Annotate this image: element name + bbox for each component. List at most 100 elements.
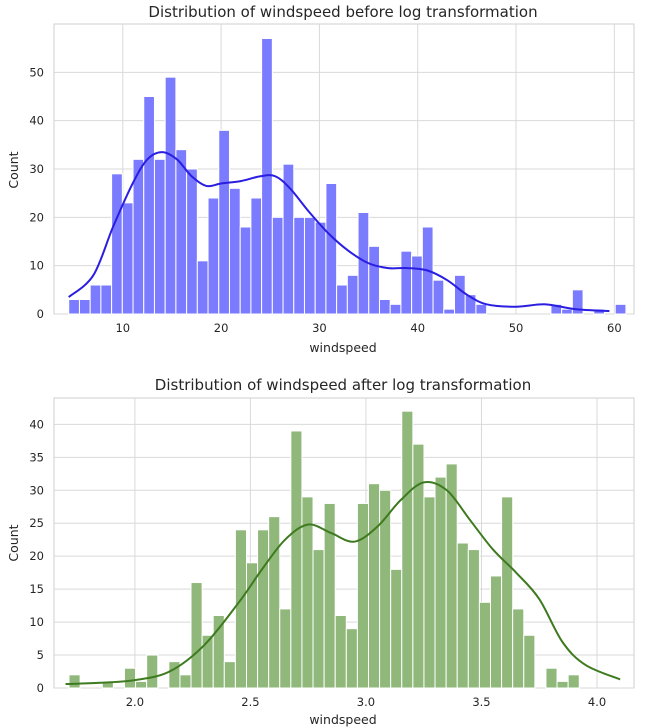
x-axis-label: windspeed <box>309 340 376 355</box>
histogram-bar <box>290 430 303 689</box>
histogram-bar <box>490 575 503 689</box>
x-tick-label: 60 <box>607 321 622 335</box>
histogram-bar <box>336 284 348 315</box>
x-tick-label: 10 <box>115 321 130 335</box>
histogram-bar <box>279 608 292 689</box>
histogram-bar <box>179 674 192 689</box>
histogram-bar <box>146 654 159 689</box>
histogram-bar <box>453 274 466 315</box>
histogram-bar <box>234 529 247 689</box>
histogram-bar <box>143 96 155 315</box>
x-tick-label: 20 <box>214 321 229 335</box>
bars <box>68 410 580 689</box>
histogram-bar <box>432 279 445 315</box>
x-tick-label: 3.5 <box>472 695 490 709</box>
kde-line <box>65 480 621 686</box>
chart-after-log: 2.0 2.5 3.0 3.5 4.0 0 5 10 15 20 25 30 35 40 Distrib… <box>6 376 635 727</box>
histogram-bar <box>401 410 414 689</box>
x-axis-label: windspeed <box>309 712 376 727</box>
histogram-bar <box>89 284 102 315</box>
y-tick-label: 5 <box>37 648 44 662</box>
histogram-bar <box>293 216 305 315</box>
x-tick-label: 2.0 <box>126 695 144 709</box>
histogram-bar <box>223 661 236 689</box>
histogram-bar <box>190 582 203 689</box>
histogram-bar <box>467 549 480 689</box>
histogram-bar <box>523 634 536 689</box>
histogram-bar <box>512 608 525 689</box>
histogram-bar <box>478 601 492 689</box>
histogram-bar <box>132 158 145 315</box>
histogram-bar <box>175 149 188 315</box>
histogram-bar <box>445 463 458 689</box>
histogram-bar <box>368 245 380 315</box>
histogram-bar <box>379 489 392 689</box>
histogram-bar <box>303 216 316 315</box>
y-tick-label: 20 <box>29 549 44 563</box>
histogram-bar <box>245 562 259 689</box>
kde-line <box>68 151 610 313</box>
y-tick-label: 15 <box>29 582 44 596</box>
y-tick-labels: 0 5 10 15 20 25 30 35 40 <box>29 417 44 695</box>
x-tick-labels: 10 20 30 40 50 60 <box>115 321 621 335</box>
x-tick-label: 4.0 <box>588 695 606 709</box>
histogram-bar <box>367 483 381 689</box>
histogram-bar <box>228 187 241 315</box>
x-tick-label: 30 <box>312 321 327 335</box>
histogram-bar <box>345 628 358 689</box>
y-tick-label: 25 <box>29 516 44 530</box>
histogram-bar <box>389 303 402 315</box>
histogram-bar <box>334 615 347 689</box>
x-tick-label: 3.0 <box>357 695 375 709</box>
histogram-bar <box>411 255 423 315</box>
y-tick-label: 30 <box>29 483 44 497</box>
histogram-bar <box>239 226 252 315</box>
y-tick-label: 40 <box>29 417 44 431</box>
histogram-bar <box>545 667 558 689</box>
histogram-bar <box>378 299 391 315</box>
histogram-bar <box>268 516 281 689</box>
histogram-bar <box>123 667 137 689</box>
y-tick-label: 20 <box>29 210 44 224</box>
histogram-bar <box>567 674 580 689</box>
histogram-bar <box>390 568 403 689</box>
histogram-bar <box>250 197 263 315</box>
kde-curve <box>68 151 610 313</box>
y-tick-label: 10 <box>29 615 44 629</box>
histogram-bar <box>135 680 148 689</box>
y-tick-label: 30 <box>29 162 44 176</box>
histogram-bar <box>501 496 514 689</box>
histogram-bar <box>423 496 436 689</box>
histogram-bar <box>434 476 447 689</box>
histogram-bar <box>212 615 225 689</box>
histogram-bar <box>153 158 166 315</box>
kde-curve <box>65 480 621 686</box>
y-tick-label: 35 <box>29 450 44 464</box>
chart-title: Distribution of windspeed after log tran… <box>155 376 531 394</box>
y-tick-label: 50 <box>29 65 44 79</box>
histogram-bar <box>196 260 209 315</box>
histogram-bar <box>561 308 573 315</box>
histogram-bar <box>400 250 413 315</box>
histogram-bar <box>68 299 80 315</box>
histogram-bar <box>186 168 198 315</box>
histogram-bar <box>78 299 91 315</box>
histogram-bar <box>271 216 284 315</box>
histogram-bar <box>121 202 134 315</box>
histogram-bar <box>556 680 569 689</box>
histogram-bar <box>356 502 369 689</box>
histogram-bar <box>218 129 230 315</box>
y-tick-label: 0 <box>37 681 44 695</box>
histogram-bar <box>475 303 488 315</box>
y-axis-label: Count <box>6 151 21 188</box>
histogram-bar <box>614 303 627 315</box>
histogram-bar <box>571 289 584 315</box>
histogram-bar <box>100 284 113 315</box>
chart-title: Distribution of windspeed before log tra… <box>148 3 537 21</box>
histogram-bar <box>325 183 338 315</box>
x-tick-label: 40 <box>410 321 425 335</box>
histogram-bar <box>314 221 327 315</box>
histogram-bar <box>456 542 469 689</box>
x-tick-label: 50 <box>509 321 524 335</box>
histogram-bar <box>257 529 270 689</box>
